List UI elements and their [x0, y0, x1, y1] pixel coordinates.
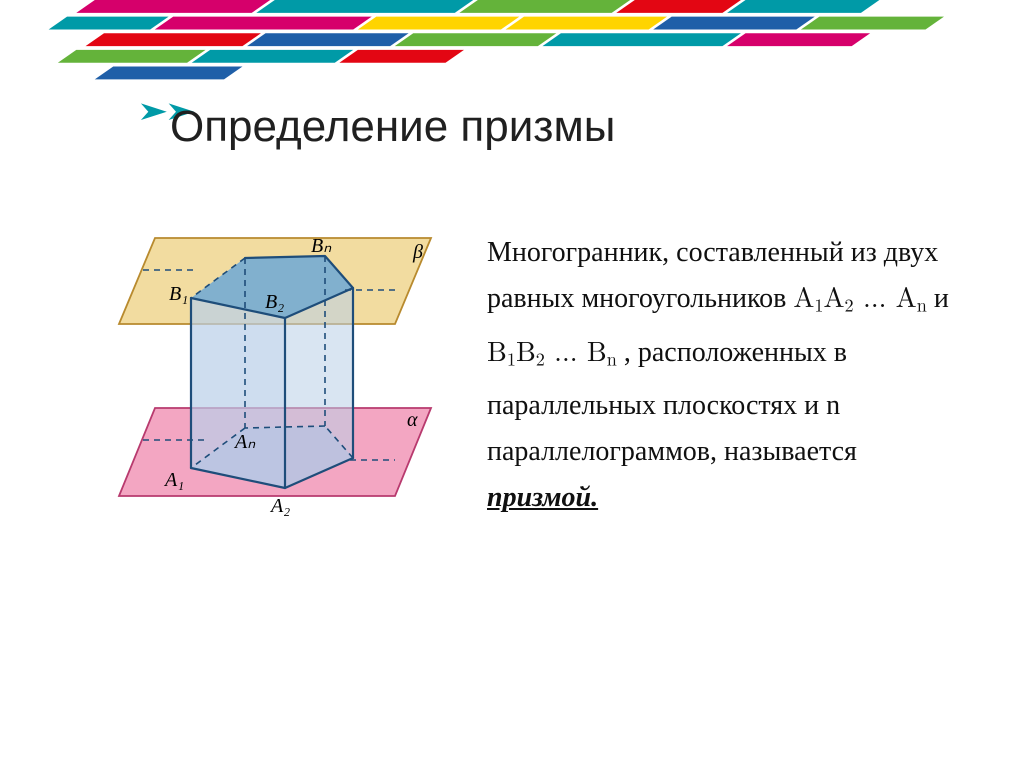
svg-text:Aₙ: Aₙ: [233, 431, 256, 453]
stripe: [506, 17, 668, 30]
svg-text:B₂: B₂: [265, 291, 284, 313]
stripe: [542, 33, 740, 46]
def-term: призмой.: [487, 482, 598, 513]
stripe: [727, 0, 879, 13]
prism-side-face: [285, 288, 353, 488]
stripe: [727, 33, 870, 46]
stripe: [339, 50, 464, 63]
def-seqB: B1B2 … Bn: [487, 339, 617, 367]
stripe: [192, 50, 354, 63]
svg-text:A₂: A₂: [269, 495, 290, 517]
svg-text:α: α: [407, 409, 418, 431]
stripe: [247, 33, 409, 46]
stripe: [653, 17, 815, 30]
svg-text:A₁: A₁: [163, 469, 184, 491]
definition-text: Многогранник, составленный из двух равны…: [487, 230, 965, 550]
def-seqA: A1A2 … An: [793, 285, 926, 313]
stripe: [49, 17, 169, 30]
def-mid: и: [927, 283, 949, 314]
prism-front-face: [191, 298, 285, 488]
stripe: [616, 0, 741, 13]
prism-figure: Bₙ B₁ B₂ β Aₙ A₁ A₂ α: [95, 230, 455, 550]
stripe: [395, 33, 557, 46]
stripe: [256, 0, 473, 13]
page-title: Определение призмы: [170, 102, 615, 152]
stripe: [358, 17, 520, 30]
stripe: [801, 17, 944, 30]
svg-text:Bₙ: Bₙ: [311, 235, 332, 257]
svg-text:β: β: [412, 241, 423, 263]
svg-text:B₁: B₁: [169, 283, 188, 305]
stripe: [76, 0, 270, 13]
stripe: [155, 17, 372, 30]
stripe: [459, 0, 630, 13]
stripe: [86, 33, 261, 46]
stripe: [58, 50, 206, 63]
stripe: [95, 66, 243, 79]
